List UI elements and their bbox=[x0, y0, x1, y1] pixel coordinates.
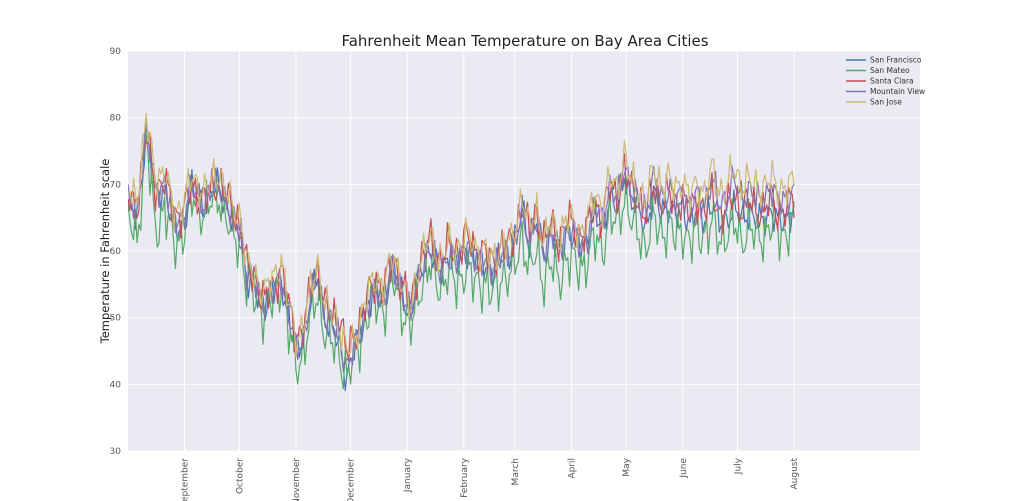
series-lines bbox=[128, 112, 795, 392]
y-tick-label: 60 bbox=[110, 247, 122, 257]
series-line-san-jose bbox=[128, 112, 795, 358]
chart-title: Fahrenheit Mean Temperature on Bay Area … bbox=[341, 32, 708, 50]
legend-label: Santa Clara bbox=[870, 77, 914, 86]
y-tick-label: 50 bbox=[110, 314, 122, 324]
y-tick-label: 70 bbox=[110, 180, 122, 190]
y-tick-label: 30 bbox=[110, 447, 122, 457]
x-tick-label: January bbox=[403, 457, 413, 493]
y-axis-ticks: 30 40 50 60 70 80 90 bbox=[110, 47, 122, 457]
x-tick-label: March bbox=[511, 458, 521, 485]
x-tick-label: December bbox=[347, 458, 357, 501]
series-line-san-mateo bbox=[128, 134, 795, 390]
y-axis-label: Temperature in Fahrenheit scale bbox=[98, 159, 112, 345]
x-tick-label: April bbox=[567, 458, 577, 479]
y-tick-label: 80 bbox=[110, 114, 122, 124]
x-tick-label: July bbox=[734, 457, 744, 475]
legend-label: San Mateo bbox=[870, 66, 910, 75]
x-tick-label: September bbox=[181, 458, 191, 501]
legend-label: San Francisco bbox=[870, 56, 922, 65]
y-tick-label: 40 bbox=[110, 380, 122, 390]
legend-label: San Jose bbox=[870, 98, 902, 107]
y-tick-label: 90 bbox=[110, 47, 122, 57]
x-tick-label: June bbox=[679, 458, 689, 479]
x-tick-label: February bbox=[460, 457, 470, 498]
x-tick-label: October bbox=[235, 458, 245, 494]
x-tick-label: August bbox=[790, 458, 800, 490]
legend-label: Mountain View bbox=[870, 87, 925, 96]
x-tick-label: May bbox=[622, 457, 632, 476]
x-axis-ticks: September October November December January F… bbox=[181, 457, 801, 501]
x-tick-label: November bbox=[292, 458, 302, 501]
